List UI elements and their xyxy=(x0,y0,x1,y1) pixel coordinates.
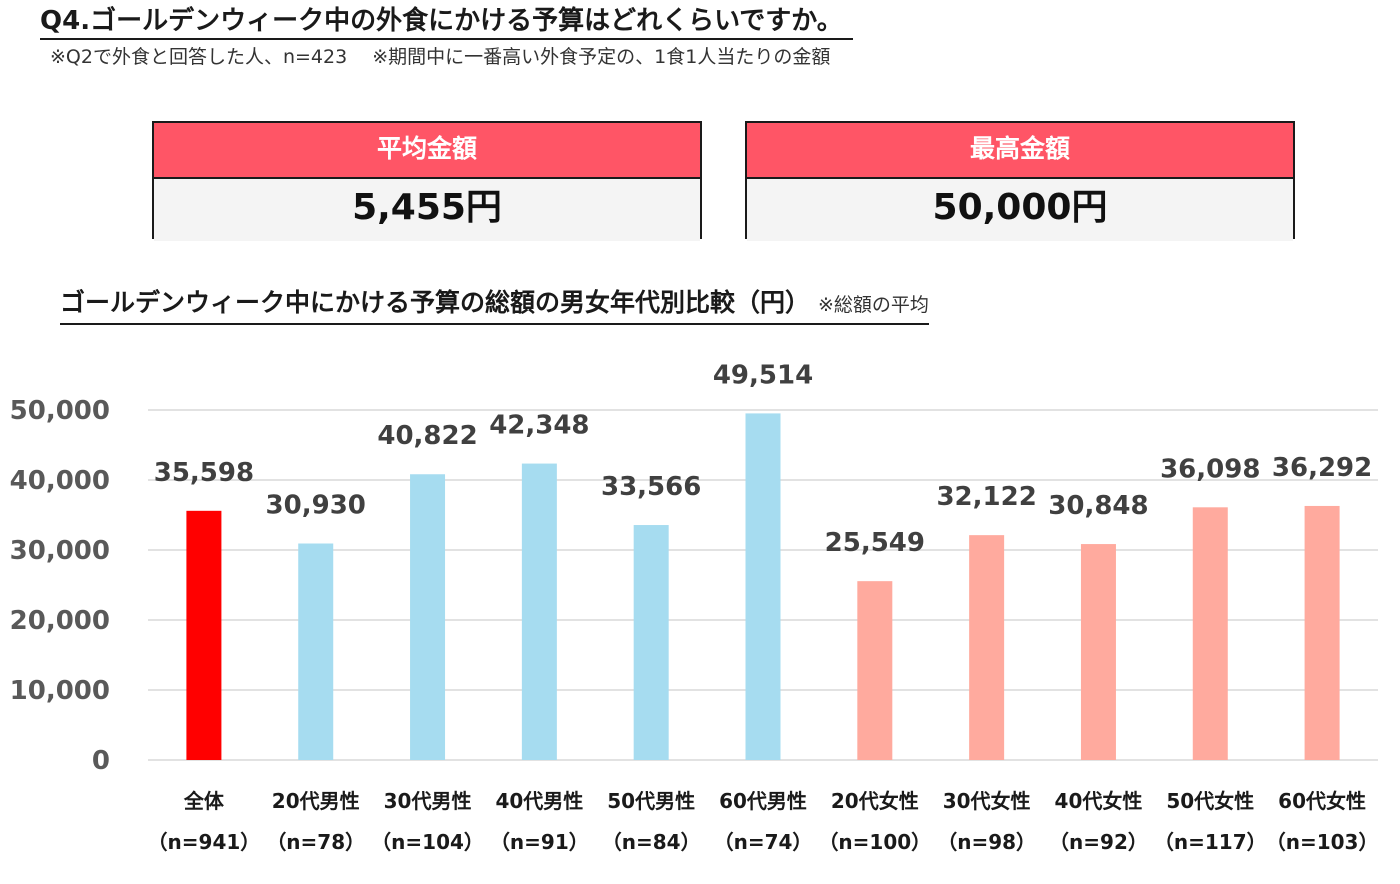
bar xyxy=(521,463,557,760)
x-sample-size-label: （n=103） xyxy=(1266,830,1379,854)
x-tick-label: 20代男性 xyxy=(272,789,360,813)
x-tick-label: 全体 xyxy=(183,789,225,813)
y-tick-label: 20,000 xyxy=(10,606,110,636)
data-label: 36,098 xyxy=(1160,454,1260,484)
data-label: 32,122 xyxy=(936,482,1036,512)
bar xyxy=(857,581,893,760)
average-amount-box: 平均金額 5,455円 xyxy=(152,121,702,241)
chart-title: ゴールデンウィーク中にかける予算の総額の男女年代別比較（円） ※総額の平均 xyxy=(60,286,929,325)
y-tick-label: 30,000 xyxy=(10,536,110,566)
x-tick-label: 60代女性 xyxy=(1278,789,1366,813)
question-title: Q4.ゴールデンウィーク中の外食にかける予算はどれくらいですか。 xyxy=(40,4,853,40)
y-tick-label: 0 xyxy=(92,746,110,776)
bar-chart: 0 10,000 20,000 30,000 40,000 50,000 35,598 30… xyxy=(10,360,1379,854)
average-amount-value: 5,455円 xyxy=(154,179,700,241)
maximum-amount-box: 最高金額 50,000円 xyxy=(745,121,1295,241)
x-sample-size-label: （n=92） xyxy=(1049,830,1148,854)
x-tick-label: 30代男性 xyxy=(384,789,472,813)
x-sample-size-label: （n=100） xyxy=(818,830,931,854)
x-tick-label: 50代女性 xyxy=(1166,789,1254,813)
x-tick-label: 60代男性 xyxy=(719,789,807,813)
x-tick-label: 30代女性 xyxy=(943,789,1031,813)
question-note: ※Q2で外食と回答した人、n=423 ※期間中に一番高い外食予定の、1食1人当た… xyxy=(50,46,831,68)
x-axis: 全体 （n=941） 20代男性 （n=78） 30代男性 （n=104） 40代男性 （n=… xyxy=(148,789,1379,854)
bar xyxy=(1192,507,1228,760)
y-tick-label: 10,000 xyxy=(10,676,110,706)
x-sample-size-label: （n=78） xyxy=(266,830,365,854)
bar xyxy=(186,510,222,760)
x-sample-size-label: （n=98） xyxy=(937,830,1036,854)
data-label: 25,549 xyxy=(825,528,925,558)
bars xyxy=(186,413,1340,760)
y-tick-label: 40,000 xyxy=(10,466,110,496)
bar xyxy=(969,535,1005,760)
data-label: 30,848 xyxy=(1048,491,1148,521)
y-tick-label: 50,000 xyxy=(10,396,110,426)
x-sample-size-label: （n=104） xyxy=(371,830,484,854)
data-label: 36,292 xyxy=(1272,453,1372,483)
bar xyxy=(410,474,446,760)
x-tick-label: 40代男性 xyxy=(495,789,583,813)
data-label: 30,930 xyxy=(266,490,366,520)
x-sample-size-label: （n=941） xyxy=(148,830,261,854)
data-labels: 35,598 30,930 40,822 42,348 33,566 49,514 25,5… xyxy=(154,360,1373,558)
data-label: 33,566 xyxy=(601,472,701,502)
data-label: 40,822 xyxy=(377,421,477,451)
bar xyxy=(1080,544,1116,760)
x-tick-label: 40代女性 xyxy=(1055,789,1143,813)
x-tick-label: 50代男性 xyxy=(607,789,695,813)
chart-title-text: ゴールデンウィーク中にかける予算の総額の男女年代別比較（円） xyxy=(60,288,811,317)
bar xyxy=(298,543,334,760)
x-tick-label: 20代女性 xyxy=(831,789,919,813)
bar xyxy=(745,413,781,760)
maximum-amount-value: 50,000円 xyxy=(747,179,1293,241)
bar xyxy=(1304,505,1340,760)
data-label: 42,348 xyxy=(489,411,589,441)
data-label: 35,598 xyxy=(154,458,254,488)
data-label: 49,514 xyxy=(713,360,813,390)
x-sample-size-label: （n=84） xyxy=(602,830,701,854)
chart-title-note: ※総額の平均 xyxy=(818,294,929,316)
average-amount-label: 平均金額 xyxy=(154,123,700,179)
maximum-amount-label: 最高金額 xyxy=(747,123,1293,179)
bar xyxy=(633,525,669,760)
x-sample-size-label: （n=91） xyxy=(490,830,589,854)
x-sample-size-label: （n=117） xyxy=(1154,830,1267,854)
y-axis: 0 10,000 20,000 30,000 40,000 50,000 xyxy=(10,396,110,776)
x-sample-size-label: （n=74） xyxy=(714,830,813,854)
